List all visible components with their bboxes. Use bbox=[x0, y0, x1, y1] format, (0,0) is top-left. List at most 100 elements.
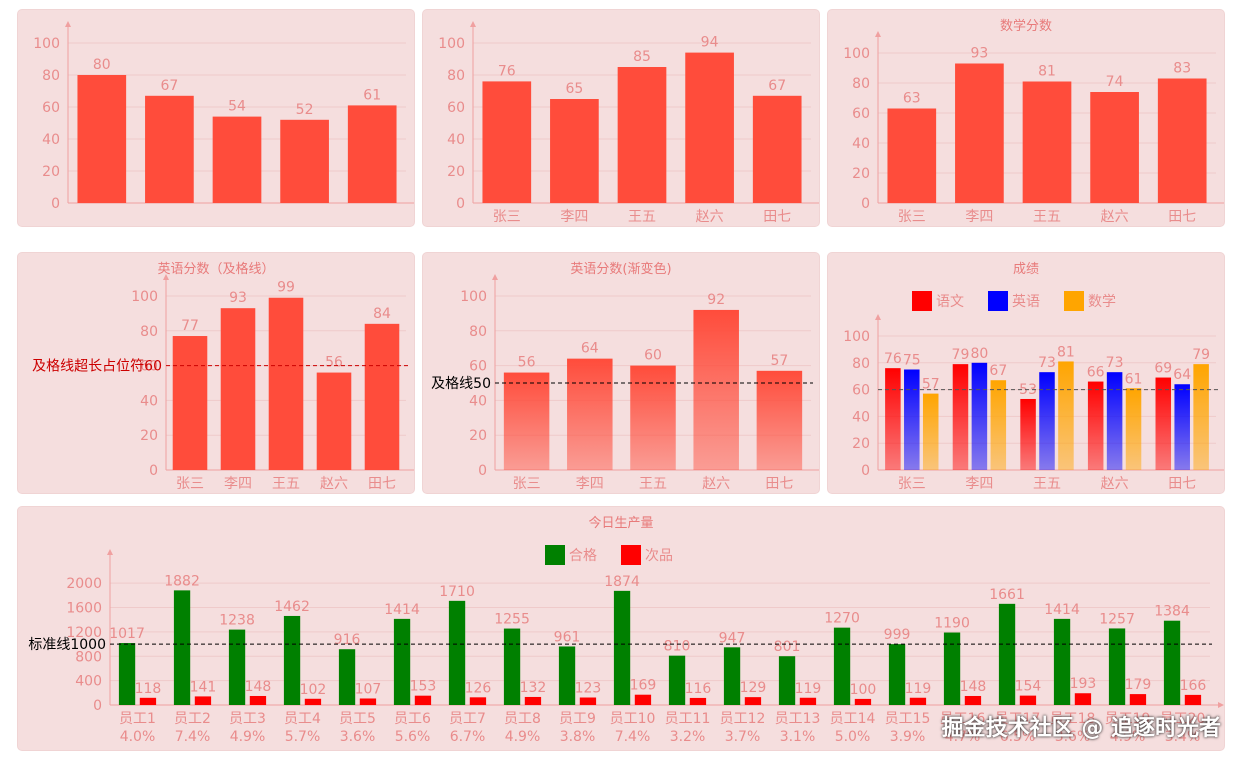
y-tick-label: 20 bbox=[852, 166, 870, 182]
bar-次品-13 bbox=[799, 697, 817, 705]
data-label: 947 bbox=[719, 630, 746, 646]
data-label: 1414 bbox=[384, 602, 420, 618]
bar-3 bbox=[212, 116, 262, 203]
y-tick-label: 20 bbox=[852, 436, 870, 452]
data-label: 79 bbox=[952, 347, 970, 363]
data-label: 129 bbox=[740, 680, 767, 696]
y-tick-label: 20 bbox=[469, 428, 487, 444]
bar-英语-3 bbox=[1039, 372, 1055, 470]
bar-5 bbox=[347, 105, 397, 203]
bar-合格-5 bbox=[338, 649, 356, 705]
x-tick-label: 王五 bbox=[1033, 476, 1061, 492]
y-tick-label: 2000 bbox=[66, 576, 102, 592]
x-tick-label: 李四 bbox=[560, 209, 588, 225]
x-tick-label: 王五 bbox=[628, 209, 656, 225]
bar-合格-20 bbox=[1163, 620, 1181, 705]
y-tick-label: 20 bbox=[140, 428, 158, 444]
x-tick-sublabel: 4.9% bbox=[230, 729, 266, 745]
data-label: 56 bbox=[518, 355, 536, 371]
y-axis-arrow bbox=[875, 31, 881, 37]
x-tick-sublabel: 3.7% bbox=[725, 729, 761, 745]
bar-合格-19 bbox=[1108, 628, 1126, 705]
bar-英语-5 bbox=[1174, 384, 1190, 470]
y-tick-label: 80 bbox=[469, 324, 487, 340]
bar-数学-5 bbox=[1193, 364, 1209, 470]
bar-次品-12 bbox=[744, 697, 762, 705]
data-label: 61 bbox=[363, 87, 381, 103]
data-label: 999 bbox=[884, 627, 911, 643]
y-axis-arrow bbox=[492, 274, 498, 280]
data-label: 67 bbox=[768, 78, 786, 94]
bar-英语-2 bbox=[971, 362, 988, 470]
data-label: 57 bbox=[922, 377, 940, 393]
x-tick-label: 员工19 bbox=[1105, 711, 1151, 727]
y-axis-arrow bbox=[107, 549, 113, 555]
y-tick-label: 1200 bbox=[66, 625, 102, 641]
data-label: 66 bbox=[1087, 365, 1105, 381]
bar-次品-11 bbox=[689, 697, 707, 705]
bar-合格-16 bbox=[943, 632, 961, 705]
bar-英语-1 bbox=[904, 369, 920, 470]
bar-数学-4 bbox=[1125, 388, 1142, 470]
bar-3 bbox=[1022, 81, 1072, 203]
data-label: 100 bbox=[850, 682, 877, 698]
data-label: 1462 bbox=[274, 599, 310, 615]
x-tick-label: 员工17 bbox=[995, 711, 1041, 727]
bar-合格-3 bbox=[228, 629, 246, 705]
x-tick-sublabel: 3.6% bbox=[340, 729, 376, 745]
data-label: 65 bbox=[565, 81, 583, 97]
y-tick-label: 80 bbox=[140, 324, 158, 340]
data-label: 73 bbox=[1038, 355, 1056, 371]
data-label: 1710 bbox=[439, 584, 475, 600]
y-tick-label: 40 bbox=[852, 136, 870, 152]
data-label: 93 bbox=[970, 46, 988, 62]
y-tick-label: 80 bbox=[852, 356, 870, 372]
bar-数学-2 bbox=[990, 380, 1007, 470]
y-tick-label: 0 bbox=[478, 463, 487, 479]
y-tick-label: 80 bbox=[852, 76, 870, 92]
chart-panel-7: 今日生产量 0 400 800 1200 1600 2000 合格 次品 1017 1882 1238… bbox=[18, 507, 1224, 750]
y-tick-label: 40 bbox=[469, 393, 487, 409]
x-tick-sublabel: 4.7% bbox=[945, 729, 981, 745]
data-label: 1238 bbox=[219, 613, 255, 629]
bar-5 bbox=[1157, 78, 1207, 203]
bar-4 bbox=[685, 52, 734, 203]
data-label: 1384 bbox=[1154, 604, 1190, 620]
x-tick-label: 李四 bbox=[224, 476, 252, 492]
y-tick-label: 0 bbox=[861, 196, 870, 212]
bar-英语-4 bbox=[1106, 372, 1123, 470]
x-tick-label: 田七 bbox=[763, 209, 791, 225]
x-tick-sublabel: 4.0% bbox=[120, 729, 156, 745]
chart-2: 0 20 40 60 80 100 76 65 85 94 67 张三 李四 王五 赵六 田七 bbox=[438, 21, 819, 225]
bar-合格-18 bbox=[1053, 618, 1071, 705]
data-label: 961 bbox=[554, 629, 581, 645]
x-tick-label: 员工20 bbox=[1160, 711, 1206, 727]
data-label: 1874 bbox=[604, 574, 640, 590]
data-label: 64 bbox=[1173, 367, 1191, 383]
chart-panel-4: 英语分数（及格线） 0 20 40 60 80 100 77 93 99 56 84 张三 李四 王五 赵六 田… bbox=[18, 253, 414, 493]
x-tick-label: 田七 bbox=[1168, 476, 1196, 492]
y-tick-label: 0 bbox=[51, 196, 60, 212]
data-label: 79 bbox=[1192, 347, 1210, 363]
bar-5 bbox=[364, 323, 400, 470]
watermark: 掘金技术社区 @ 追逐时光者 bbox=[941, 716, 1221, 741]
bar-4 bbox=[280, 119, 329, 203]
y-tick-label: 60 bbox=[140, 359, 158, 375]
bar-次品-6 bbox=[414, 695, 432, 705]
y-tick-label: 100 bbox=[460, 289, 487, 305]
bar-次品-5 bbox=[359, 698, 377, 705]
data-label: 810 bbox=[664, 639, 691, 655]
bar-语文-5 bbox=[1155, 377, 1172, 470]
data-label: 102 bbox=[300, 682, 327, 698]
x-tick-label: 员工2 bbox=[174, 711, 211, 727]
chart-panel-1: 0 20 40 60 80 100 80 67 54 52 61 bbox=[18, 10, 414, 226]
data-label: 83 bbox=[1173, 61, 1191, 77]
bar-数学-1 bbox=[922, 393, 939, 470]
bar-语文-4 bbox=[1087, 381, 1104, 470]
legend-label-1: 语文 bbox=[936, 294, 964, 310]
x-tick-label: 员工13 bbox=[775, 711, 821, 727]
bar-合格-2 bbox=[173, 590, 191, 705]
data-label: 166 bbox=[1180, 678, 1207, 694]
x-tick-label: 员工7 bbox=[449, 711, 486, 727]
